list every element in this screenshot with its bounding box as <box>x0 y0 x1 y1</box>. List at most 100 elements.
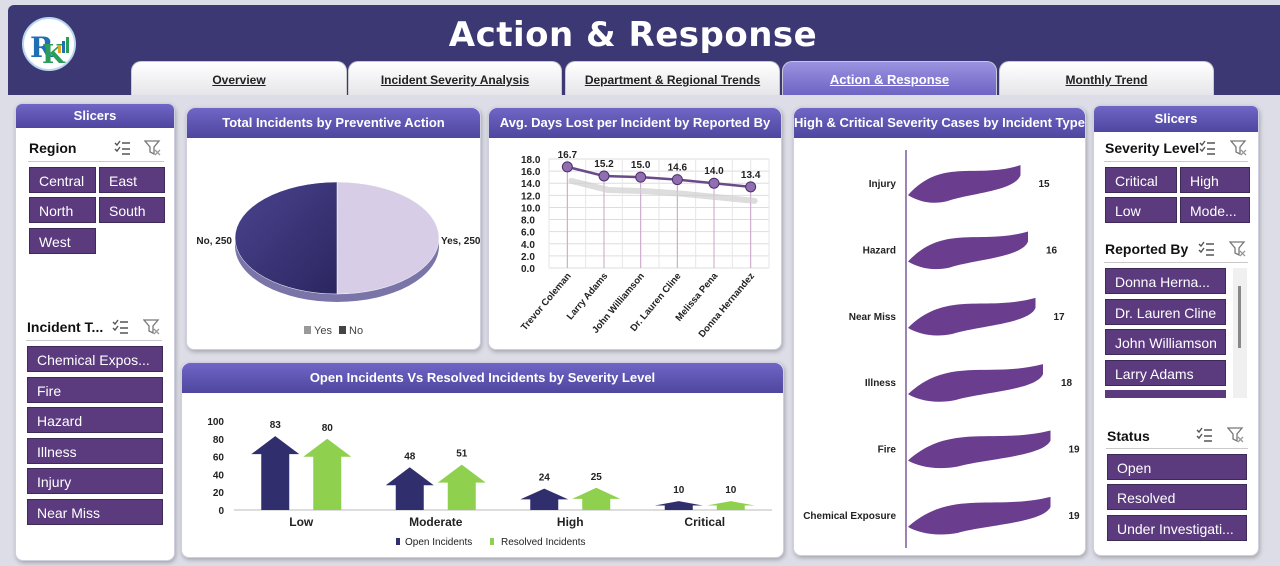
left-slicers-panel: Slicers Region Central East North South … <box>15 103 175 561</box>
tab-department-regional-trends[interactable]: Department & Regional Trends <box>565 61 780 95</box>
region-south[interactable]: South <box>99 197 165 223</box>
incident-type-slicer-title: Incident T... <box>27 319 104 335</box>
y-tick-label: 8.0 <box>521 216 535 227</box>
multi-select-icon[interactable] <box>113 139 131 157</box>
line-point <box>745 181 757 193</box>
multi-select-icon[interactable] <box>1197 240 1215 258</box>
flag-data-label: 15 <box>1039 179 1051 190</box>
flag-bar <box>908 430 1051 469</box>
open-incidents-bar <box>385 467 434 510</box>
clear-filter-icon[interactable] <box>144 139 162 157</box>
y-tick-label: 80 <box>213 435 225 446</box>
x-tick-label: High <box>557 515 584 529</box>
incident-type-injury[interactable]: Injury <box>27 468 163 494</box>
pie-label-no: No, 250 <box>196 236 232 247</box>
clear-filter-icon[interactable] <box>143 318 161 336</box>
x-tick-label: Low <box>289 515 314 529</box>
severity-low[interactable]: Low <box>1105 197 1177 223</box>
incident-type-hazard[interactable]: Hazard <box>27 407 163 433</box>
y-tick-label: 40 <box>213 470 225 481</box>
reported-by-lauren-cline[interactable]: Dr. Lauren Cline <box>1105 299 1226 325</box>
legend-label-open: Open Incidents <box>405 537 472 548</box>
flag-data-label: 19 <box>1069 445 1081 456</box>
column-chart-title: Open Incidents Vs Resolved Incidents by … <box>182 363 783 393</box>
severity-moderate[interactable]: Mode... <box>1180 197 1250 223</box>
line-shadow <box>568 177 758 204</box>
y-tick-label: 14.0 <box>521 179 541 190</box>
line-data-label: 14.6 <box>668 163 688 174</box>
y-tick-label: 60 <box>213 453 225 464</box>
resolved-incidents-bar <box>572 487 621 510</box>
open-incidents-bar <box>654 501 703 510</box>
flag-bar <box>908 231 1028 270</box>
x-tick-label: Moderate <box>409 515 463 529</box>
status-open[interactable]: Open <box>1107 454 1247 480</box>
x-tick-label: Critical <box>684 515 725 529</box>
flag-bar <box>908 165 1021 203</box>
flag-data-label: 17 <box>1054 312 1066 323</box>
flag-bar <box>908 297 1036 336</box>
legend-swatch-resolved <box>490 538 494 545</box>
region-east[interactable]: East <box>99 167 165 193</box>
multi-select-icon[interactable] <box>1195 426 1213 444</box>
clear-filter-icon[interactable] <box>1227 426 1245 444</box>
column-data-label: 10 <box>725 485 737 496</box>
region-west[interactable]: West <box>29 228 96 254</box>
reported-by-partial-item[interactable] <box>1105 390 1226 398</box>
tab-overview[interactable]: Overview <box>131 61 347 95</box>
y-tick-label: 6.0 <box>521 228 535 239</box>
y-tick-label: 12.0 <box>521 191 541 202</box>
line-point <box>708 177 720 189</box>
flag-data-label: 19 <box>1069 511 1081 522</box>
line-data-label: 15.2 <box>594 159 614 170</box>
multi-select-icon[interactable] <box>111 318 129 336</box>
scrollbar-thumb[interactable] <box>1238 286 1241 348</box>
clear-filter-icon[interactable] <box>1230 139 1248 157</box>
reported-by-slicer-title: Reported By <box>1105 241 1189 257</box>
flag-data-label: 18 <box>1061 378 1073 389</box>
logo: R K <box>22 17 76 71</box>
status-resolved[interactable]: Resolved <box>1107 484 1247 510</box>
flag-bar <box>908 364 1043 402</box>
right-slicers-title: Slicers <box>1094 106 1258 132</box>
line-data-label: 14.0 <box>704 166 724 177</box>
severity-critical[interactable]: Critical <box>1105 167 1177 193</box>
y-tick-label: 16.0 <box>521 167 541 178</box>
resolved-incidents-bar <box>303 438 352 510</box>
region-north[interactable]: North <box>29 197 96 223</box>
column-data-label: 51 <box>456 449 468 460</box>
tab-monthly-trend[interactable]: Monthly Trend <box>999 61 1214 95</box>
y-tick-label: 2.0 <box>521 252 535 263</box>
right-slicers-panel: Slicers Severity Level Critical High Low… <box>1093 105 1259 556</box>
y-tick-label: 20 <box>213 488 225 499</box>
pie-chart-panel: Total Incidents by Preventive Action Yes… <box>186 107 481 350</box>
y-tick-label: 100 <box>207 417 224 428</box>
flag-data-label: 16 <box>1046 246 1058 257</box>
reported-by-scrollbar[interactable] <box>1233 268 1247 398</box>
column-chart: 100 80 60 40 20 0 83 80 Low 48 51 Moderate 24 25 High 1… <box>207 417 772 548</box>
incident-type-chemical-exposure[interactable]: Chemical Expos... <box>27 346 163 372</box>
pie-chart: Yes, 250 No, 250 Yes No <box>196 181 481 337</box>
incident-type-near-miss[interactable]: Near Miss <box>27 499 163 525</box>
reported-by-donna-hernandez[interactable]: Donna Herna... <box>1105 268 1226 294</box>
tab-action-response[interactable]: Action & Response <box>782 61 997 95</box>
flag-chart-title: High & Critical Severity Cases by Incide… <box>794 108 1085 138</box>
tab-incident-severity-analysis[interactable]: Incident Severity Analysis <box>348 61 562 95</box>
line-data-label: 16.7 <box>558 150 578 161</box>
severity-high[interactable]: High <box>1180 167 1250 193</box>
status-under-investigation[interactable]: Under Investigati... <box>1107 515 1247 541</box>
flag-bar <box>908 496 1051 535</box>
open-incidents-bar <box>251 436 300 510</box>
incident-type-fire[interactable]: Fire <box>27 377 163 403</box>
reported-by-john-williamson[interactable]: John Williamson <box>1105 329 1226 355</box>
flag-chart-panel: High & Critical Severity Cases by Incide… <box>793 107 1086 556</box>
column-data-label: 10 <box>673 485 685 496</box>
clear-filter-icon[interactable] <box>1229 240 1247 258</box>
incident-type-illness[interactable]: Illness <box>27 438 163 464</box>
reported-by-larry-adams[interactable]: Larry Adams <box>1105 360 1226 386</box>
resolved-incidents-bar <box>706 501 755 510</box>
region-central[interactable]: Central <box>29 167 96 193</box>
line-chart-title: Avg. Days Lost per Incident by Reported … <box>489 108 781 138</box>
legend-label-yes: Yes <box>314 325 332 337</box>
multi-select-icon[interactable] <box>1198 139 1216 157</box>
